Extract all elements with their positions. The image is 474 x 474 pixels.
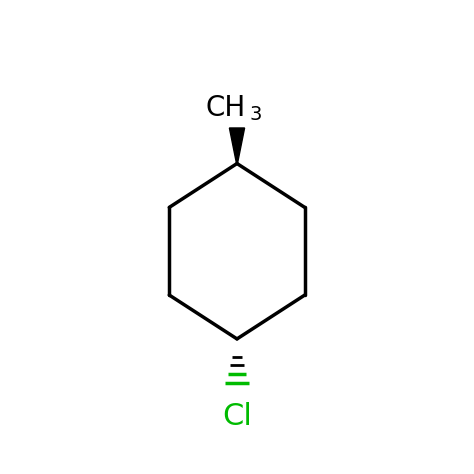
- Text: Cl: Cl: [222, 402, 252, 431]
- Text: CH: CH: [205, 94, 245, 122]
- Text: 3: 3: [250, 105, 262, 124]
- Polygon shape: [229, 128, 245, 164]
